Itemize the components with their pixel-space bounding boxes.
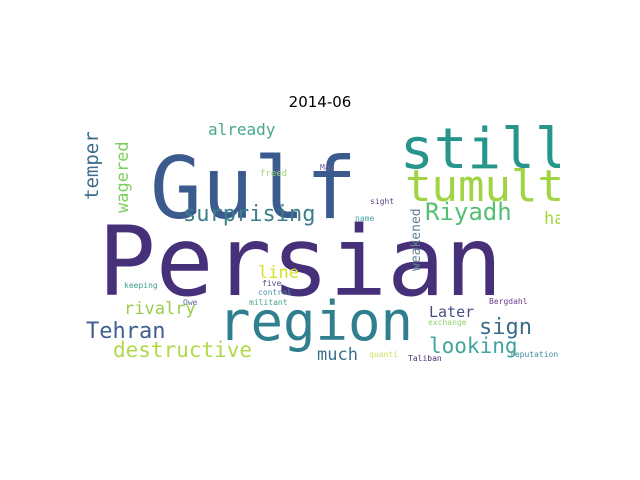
- word-exchange: exchange: [428, 318, 467, 327]
- word-looking: looking: [429, 334, 518, 358]
- word-gulf: Gulf: [150, 139, 357, 239]
- word-keeping: keeping: [124, 281, 158, 290]
- word-destructive: destructive: [113, 338, 252, 362]
- word-region: region: [218, 290, 413, 353]
- word-owe: Owe: [183, 298, 198, 307]
- word-sign: sign: [479, 315, 532, 340]
- word-wagered: wagered: [113, 141, 133, 213]
- word-five: five: [262, 279, 281, 288]
- word-much: much: [317, 345, 358, 365]
- word-weakened: weakened: [409, 208, 424, 271]
- word-riyadh: Riyadh: [425, 198, 512, 226]
- word-reputation: reputation: [510, 350, 558, 359]
- word-persian: Persian: [98, 206, 503, 318]
- word-temper: temper: [81, 131, 103, 200]
- word-line: line: [258, 263, 299, 283]
- word-still: still: [400, 117, 560, 182]
- word-ha: ha: [544, 209, 560, 229]
- word-already: already: [208, 120, 276, 139]
- word-militant: militant: [249, 298, 288, 307]
- word-may: May: [320, 163, 335, 172]
- word-freed: freed: [260, 169, 287, 179]
- word-control: control: [258, 288, 292, 297]
- word-tehran: Tehran: [86, 319, 165, 344]
- word-tumult: tumult: [405, 161, 560, 212]
- word-rivalry: rivalry: [124, 299, 196, 319]
- figure-title: 2014-06: [288, 93, 352, 111]
- word-later: Later: [429, 303, 474, 321]
- word-quanti: quanti: [369, 350, 398, 359]
- word-surprising: surprising: [183, 202, 315, 227]
- word-bergdahl: Bergdahl: [489, 297, 528, 306]
- word-sight: sight: [370, 197, 394, 206]
- word-taliban: Taliban: [408, 354, 442, 363]
- word-name: name: [355, 214, 374, 223]
